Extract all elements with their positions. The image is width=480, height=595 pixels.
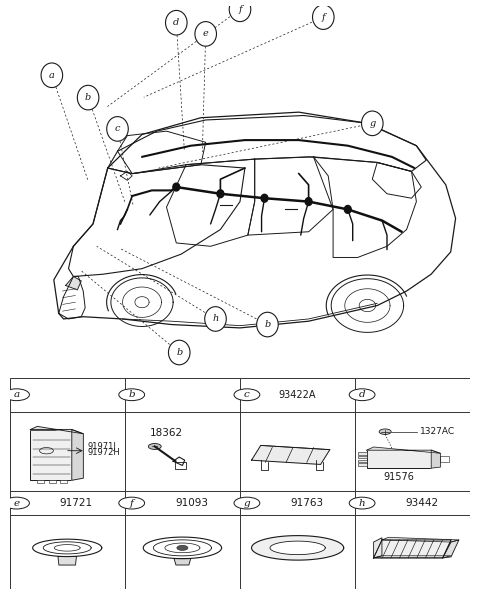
- Circle shape: [148, 443, 161, 449]
- Circle shape: [234, 389, 260, 400]
- Circle shape: [261, 195, 268, 202]
- Circle shape: [361, 111, 383, 136]
- Bar: [60, 480, 67, 483]
- Polygon shape: [443, 540, 459, 558]
- Polygon shape: [66, 277, 81, 290]
- Text: 18362: 18362: [150, 428, 183, 438]
- Text: b: b: [264, 320, 271, 329]
- Text: 91763: 91763: [290, 498, 324, 508]
- Circle shape: [119, 389, 144, 400]
- Circle shape: [173, 183, 180, 191]
- Text: c: c: [115, 124, 120, 133]
- Text: b: b: [176, 348, 182, 357]
- Bar: [37, 480, 44, 483]
- Polygon shape: [373, 538, 382, 558]
- Circle shape: [379, 429, 391, 434]
- Circle shape: [4, 389, 29, 400]
- Circle shape: [41, 63, 62, 87]
- Text: g: g: [369, 119, 375, 128]
- Text: 91721: 91721: [60, 498, 93, 508]
- Polygon shape: [270, 541, 325, 555]
- Text: a: a: [49, 71, 55, 80]
- FancyBboxPatch shape: [175, 462, 186, 469]
- Bar: [359, 464, 367, 466]
- Text: f: f: [322, 12, 325, 21]
- Text: 1327AC: 1327AC: [420, 427, 455, 436]
- Bar: [49, 480, 56, 483]
- Circle shape: [107, 117, 128, 141]
- Text: e: e: [13, 499, 20, 508]
- Bar: [359, 460, 367, 462]
- Text: h: h: [359, 499, 365, 508]
- Circle shape: [344, 205, 351, 214]
- Polygon shape: [431, 450, 441, 468]
- Circle shape: [119, 497, 144, 509]
- Circle shape: [177, 546, 188, 550]
- Polygon shape: [373, 540, 451, 558]
- Text: c: c: [244, 390, 250, 399]
- Text: f: f: [130, 499, 133, 508]
- Circle shape: [168, 340, 190, 365]
- Circle shape: [217, 190, 224, 198]
- Circle shape: [305, 198, 312, 205]
- Text: h: h: [212, 314, 218, 324]
- Polygon shape: [174, 559, 191, 565]
- Text: f: f: [238, 5, 242, 14]
- Circle shape: [349, 497, 375, 509]
- Polygon shape: [252, 446, 330, 465]
- Text: 91576: 91576: [384, 472, 414, 481]
- Circle shape: [77, 85, 99, 110]
- Circle shape: [229, 0, 251, 21]
- Circle shape: [312, 5, 334, 29]
- Bar: [441, 456, 449, 462]
- Text: e: e: [203, 29, 209, 39]
- Circle shape: [204, 306, 226, 331]
- Polygon shape: [373, 556, 451, 558]
- Polygon shape: [367, 447, 441, 453]
- Text: 91972H: 91972H: [88, 448, 120, 458]
- Circle shape: [257, 312, 278, 337]
- Text: g: g: [243, 499, 250, 508]
- Polygon shape: [252, 536, 344, 560]
- Text: 93422A: 93422A: [279, 390, 316, 400]
- Polygon shape: [72, 430, 84, 480]
- Circle shape: [4, 497, 29, 509]
- Text: 91971J: 91971J: [88, 442, 117, 451]
- Circle shape: [195, 21, 216, 46]
- Circle shape: [349, 389, 375, 400]
- Bar: [367, 450, 431, 468]
- FancyBboxPatch shape: [30, 430, 72, 480]
- Polygon shape: [30, 427, 84, 434]
- Text: 93442: 93442: [406, 498, 439, 508]
- Text: a: a: [13, 390, 20, 399]
- Bar: [359, 452, 367, 455]
- Text: d: d: [359, 390, 365, 399]
- Text: b: b: [85, 93, 91, 102]
- Text: b: b: [128, 390, 135, 399]
- Polygon shape: [58, 556, 76, 565]
- Bar: [359, 456, 367, 458]
- Text: 91093: 91093: [175, 498, 208, 508]
- Circle shape: [166, 11, 187, 35]
- Circle shape: [234, 497, 260, 509]
- Polygon shape: [382, 537, 459, 542]
- Text: d: d: [173, 18, 180, 27]
